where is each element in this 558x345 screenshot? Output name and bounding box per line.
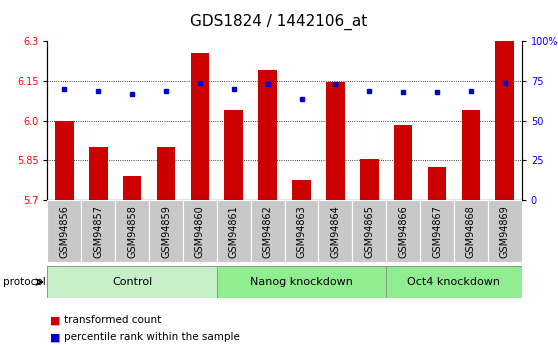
Bar: [157, 147, 175, 200]
Bar: [454, 200, 488, 262]
Bar: [251, 200, 285, 262]
Bar: [352, 200, 386, 262]
Text: GSM94862: GSM94862: [263, 205, 273, 258]
Bar: [319, 200, 352, 262]
Bar: [420, 200, 454, 262]
Text: ■: ■: [50, 333, 61, 342]
Bar: [394, 125, 412, 200]
Bar: [285, 200, 319, 262]
Text: GSM94866: GSM94866: [398, 205, 408, 257]
Text: GSM94869: GSM94869: [500, 205, 510, 257]
Bar: [386, 266, 522, 298]
Bar: [292, 180, 311, 200]
Bar: [386, 200, 420, 262]
Text: GSM94863: GSM94863: [296, 205, 306, 257]
Bar: [81, 200, 115, 262]
Bar: [47, 266, 217, 298]
Text: GSM94857: GSM94857: [93, 205, 103, 258]
Bar: [360, 159, 378, 200]
Bar: [183, 200, 217, 262]
Bar: [55, 121, 74, 200]
Bar: [496, 41, 514, 200]
Bar: [258, 70, 277, 200]
Bar: [47, 200, 81, 262]
Text: Control: Control: [112, 277, 152, 287]
Text: GSM94858: GSM94858: [127, 205, 137, 258]
Bar: [217, 266, 386, 298]
Bar: [224, 110, 243, 200]
Bar: [428, 167, 446, 200]
Text: ■: ■: [50, 315, 61, 325]
Text: GSM94865: GSM94865: [364, 205, 374, 258]
Bar: [115, 200, 149, 262]
Bar: [89, 147, 108, 200]
Text: GSM94864: GSM94864: [330, 205, 340, 257]
Bar: [461, 110, 480, 200]
Bar: [217, 200, 251, 262]
Text: percentile rank within the sample: percentile rank within the sample: [64, 333, 240, 342]
Text: GSM94868: GSM94868: [466, 205, 476, 257]
Text: GSM94860: GSM94860: [195, 205, 205, 257]
Text: Oct4 knockdown: Oct4 knockdown: [407, 277, 501, 287]
Bar: [123, 176, 141, 200]
Bar: [488, 200, 522, 262]
Text: GSM94856: GSM94856: [59, 205, 69, 258]
Text: GSM94861: GSM94861: [229, 205, 239, 257]
Text: Nanog knockdown: Nanog knockdown: [250, 277, 353, 287]
Bar: [149, 200, 183, 262]
Text: transformed count: transformed count: [64, 315, 161, 325]
Text: GSM94867: GSM94867: [432, 205, 442, 258]
Bar: [191, 53, 209, 200]
Text: protocol: protocol: [3, 277, 46, 287]
Text: GSM94859: GSM94859: [161, 205, 171, 258]
Bar: [326, 82, 345, 200]
Text: GDS1824 / 1442106_at: GDS1824 / 1442106_at: [190, 14, 368, 30]
